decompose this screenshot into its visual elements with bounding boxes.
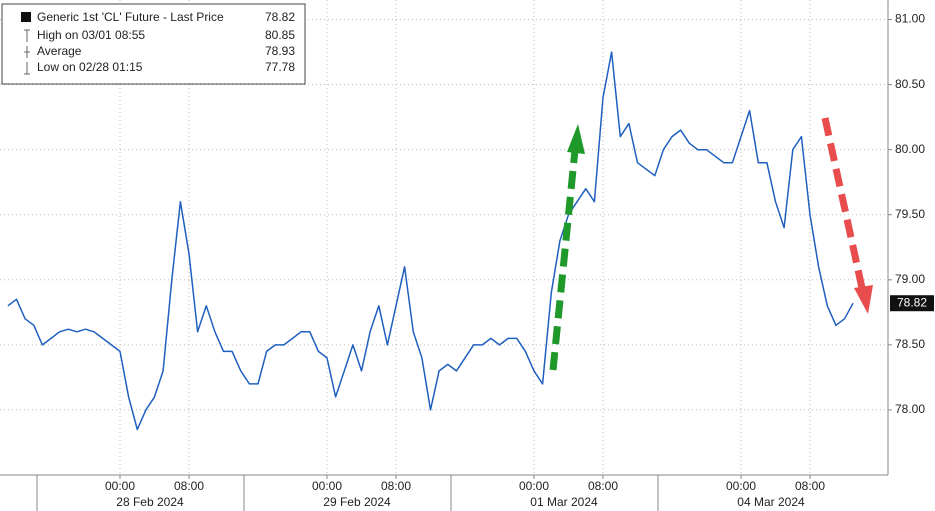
y-tick-label: 80.50 <box>895 77 925 91</box>
price-line <box>7 51 854 431</box>
legend-value: 80.85 <box>265 28 295 42</box>
y-tick-label: 81.00 <box>895 12 925 26</box>
x-tick-label: 00:00 <box>312 479 342 493</box>
y-tick-label: 80.00 <box>895 142 925 156</box>
legend-label: Average <box>37 44 82 58</box>
legend-label: High on 03/01 08:55 <box>37 28 145 42</box>
x-tick-label: 08:00 <box>795 479 825 493</box>
down-arrow <box>821 117 873 314</box>
x-tick-label: 08:00 <box>174 479 204 493</box>
x-tick-label: 00:00 <box>105 479 135 493</box>
legend-value: 77.78 <box>265 60 295 74</box>
legend-box <box>1 3 306 85</box>
y-tick-label: 78.50 <box>895 337 925 351</box>
x-tick-label: 08:00 <box>588 479 618 493</box>
legend-label: Low on 02/28 01:15 <box>37 60 143 74</box>
date-label: 01 Mar 2024 <box>530 495 598 509</box>
x-tick-label: 00:00 <box>726 479 756 493</box>
y-tick-label: 79.00 <box>895 272 925 286</box>
legend: Generic 1st 'CL' Future - Last Price 78.… <box>1 3 306 85</box>
x-tick-label: 00:00 <box>519 479 549 493</box>
y-tick-label: 79.50 <box>895 207 925 221</box>
last-price-label: 78.82 <box>897 295 927 309</box>
date-label: 29 Feb 2024 <box>323 495 391 509</box>
legend-swatch <box>21 12 31 22</box>
x-tick-label: 08:00 <box>381 479 411 493</box>
legend-value: 78.82 <box>265 10 295 24</box>
up-arrow <box>549 124 585 371</box>
legend-label: Generic 1st 'CL' Future - Last Price <box>37 10 224 24</box>
plot <box>7 51 854 431</box>
grid <box>0 0 888 475</box>
legend-value: 78.93 <box>265 44 295 58</box>
y-tick-label: 78.00 <box>895 402 925 416</box>
date-label: 04 Mar 2024 <box>737 495 805 509</box>
last-price-tag <box>890 295 934 312</box>
date-label: 28 Feb 2024 <box>116 495 184 509</box>
